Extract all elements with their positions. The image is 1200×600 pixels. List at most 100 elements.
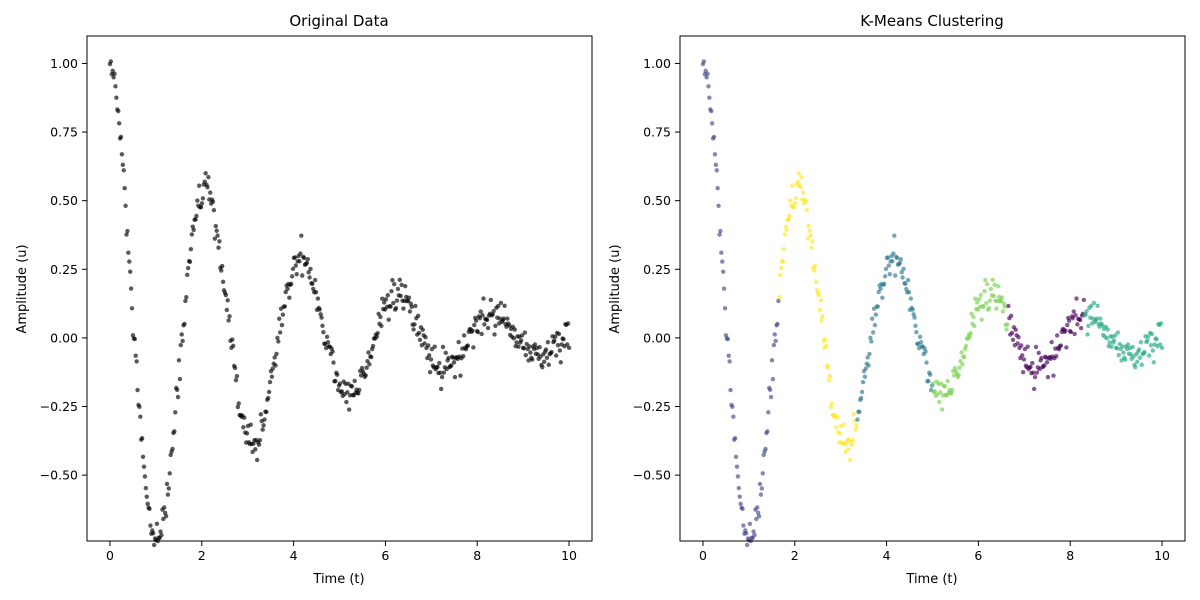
- data-point: [719, 250, 724, 255]
- data-point: [986, 306, 992, 311]
- data-point: [1045, 374, 1051, 380]
- data-point: [963, 343, 969, 349]
- data-point: [1125, 342, 1131, 347]
- y-axis-label: Amplitude (u): [15, 244, 30, 333]
- data-point: [1030, 360, 1035, 366]
- data-point: [250, 449, 255, 455]
- data-point: [1086, 323, 1091, 329]
- data-point: [1121, 350, 1126, 355]
- data-point: [388, 304, 393, 309]
- data-point: [356, 391, 361, 396]
- data-point: [176, 358, 182, 363]
- data-point: [917, 334, 923, 340]
- data-point: [308, 266, 313, 272]
- data-point: [985, 281, 990, 287]
- data-point: [416, 330, 422, 336]
- data-point: [1112, 333, 1118, 338]
- data-point: [390, 277, 395, 283]
- data-point: [477, 315, 482, 321]
- data-point: [317, 307, 322, 312]
- data-point: [345, 390, 350, 395]
- data-point: [374, 334, 379, 340]
- data-point: [294, 271, 299, 277]
- data-point: [422, 341, 427, 346]
- data-point: [420, 327, 425, 332]
- data-point: [301, 255, 307, 261]
- data-point: [496, 303, 501, 309]
- data-point: [126, 250, 131, 255]
- data-point: [728, 387, 733, 393]
- data-point: [159, 532, 164, 538]
- data-point: [715, 186, 720, 191]
- data-point: [285, 286, 290, 292]
- data-point: [290, 266, 296, 272]
- data-point: [1009, 330, 1015, 336]
- data-point: [141, 464, 147, 469]
- data-point: [1137, 355, 1143, 361]
- data-point: [863, 366, 868, 371]
- data-point: [901, 266, 906, 272]
- data-point: [225, 298, 230, 303]
- data-point: [1006, 303, 1011, 309]
- data-point: [537, 344, 542, 350]
- data-point: [401, 306, 406, 311]
- data-point: [200, 196, 206, 201]
- data-point: [324, 334, 330, 340]
- data-point: [972, 323, 977, 329]
- data-point: [829, 401, 834, 406]
- data-point: [784, 227, 789, 233]
- data-point: [313, 289, 319, 295]
- data-point: [144, 494, 149, 499]
- data-point: [837, 431, 843, 436]
- data-point: [905, 277, 911, 283]
- data-point: [873, 312, 879, 317]
- data-point: [868, 335, 873, 341]
- data-point: [512, 327, 517, 332]
- data-point: [1049, 339, 1054, 345]
- data-point: [262, 417, 267, 422]
- data-point: [1078, 325, 1084, 331]
- data-point: [203, 171, 208, 176]
- original-data-panel: Original Data 0 2 4 6 8 10 −0.50 −0.25 0.00 0.25…: [15, 12, 593, 587]
- data-point: [366, 350, 371, 355]
- data-point: [526, 358, 531, 363]
- data-point: [799, 174, 804, 180]
- data-point: [760, 471, 765, 476]
- x-tick-label: 0: [106, 548, 114, 563]
- data-point: [849, 442, 855, 447]
- data-point: [778, 272, 783, 278]
- data-point: [197, 183, 202, 188]
- data-point: [795, 179, 800, 184]
- data-point: [787, 213, 792, 219]
- data-point: [480, 313, 485, 318]
- data-point: [162, 505, 167, 510]
- y-tick-label: 0.50: [643, 193, 671, 208]
- data-point: [162, 510, 168, 515]
- data-point: [768, 394, 774, 400]
- data-point: [161, 516, 166, 522]
- data-point: [118, 134, 124, 140]
- data-point: [910, 307, 915, 312]
- data-point: [1094, 316, 1099, 321]
- y-tick-label: −0.50: [40, 468, 78, 483]
- data-point: [220, 263, 225, 269]
- data-point: [932, 389, 937, 394]
- data-point: [426, 343, 431, 348]
- data-point: [730, 404, 735, 410]
- data-point: [732, 435, 738, 441]
- data-point: [850, 438, 856, 443]
- data-point: [523, 352, 528, 358]
- data-point: [971, 314, 976, 320]
- data-point: [175, 394, 181, 400]
- data-point: [135, 387, 140, 393]
- data-point: [397, 277, 402, 282]
- data-point: [923, 349, 928, 354]
- data-point: [828, 404, 834, 410]
- data-point: [122, 186, 127, 191]
- data-point: [1138, 339, 1144, 345]
- data-point: [1077, 317, 1083, 323]
- data-point: [1073, 313, 1078, 318]
- data-point: [298, 251, 303, 256]
- data-point: [409, 304, 414, 310]
- data-point: [754, 516, 759, 522]
